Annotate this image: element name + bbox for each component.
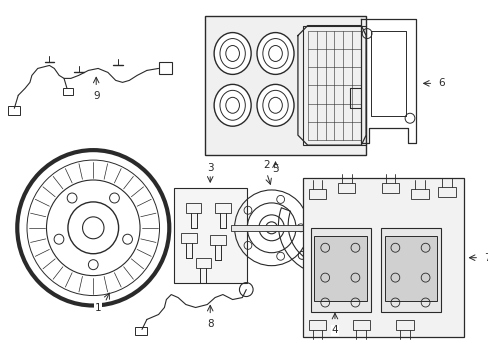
- Bar: [380, 228, 440, 312]
- Bar: [381, 183, 399, 193]
- Ellipse shape: [257, 84, 293, 126]
- Text: 1: 1: [95, 302, 101, 312]
- Bar: [410, 189, 427, 199]
- Bar: [302, 178, 463, 337]
- Bar: [302, 26, 366, 145]
- Bar: [185, 203, 201, 213]
- Text: 2: 2: [263, 160, 269, 170]
- Text: 4: 4: [331, 325, 338, 336]
- Bar: [437, 187, 455, 197]
- Bar: [158, 62, 172, 75]
- Text: 8: 8: [206, 319, 213, 329]
- Bar: [174, 188, 247, 283]
- Bar: [310, 228, 370, 312]
- Bar: [314, 236, 366, 301]
- Bar: [230, 225, 312, 231]
- Bar: [384, 236, 436, 301]
- Text: 5: 5: [272, 164, 278, 174]
- Text: 7: 7: [483, 253, 488, 263]
- Bar: [195, 258, 211, 268]
- Ellipse shape: [214, 84, 251, 126]
- Bar: [181, 233, 196, 243]
- Bar: [308, 189, 325, 199]
- Bar: [396, 320, 413, 330]
- Ellipse shape: [257, 32, 293, 75]
- Bar: [352, 320, 369, 330]
- Bar: [8, 106, 20, 115]
- Bar: [135, 328, 146, 336]
- Text: 9: 9: [93, 91, 100, 101]
- Text: 3: 3: [206, 163, 213, 173]
- Bar: [63, 88, 73, 95]
- Ellipse shape: [214, 32, 251, 75]
- Bar: [215, 203, 230, 213]
- Bar: [308, 320, 325, 330]
- Bar: [210, 235, 225, 245]
- Bar: [205, 15, 366, 155]
- Bar: [337, 183, 355, 193]
- Text: 6: 6: [437, 78, 444, 88]
